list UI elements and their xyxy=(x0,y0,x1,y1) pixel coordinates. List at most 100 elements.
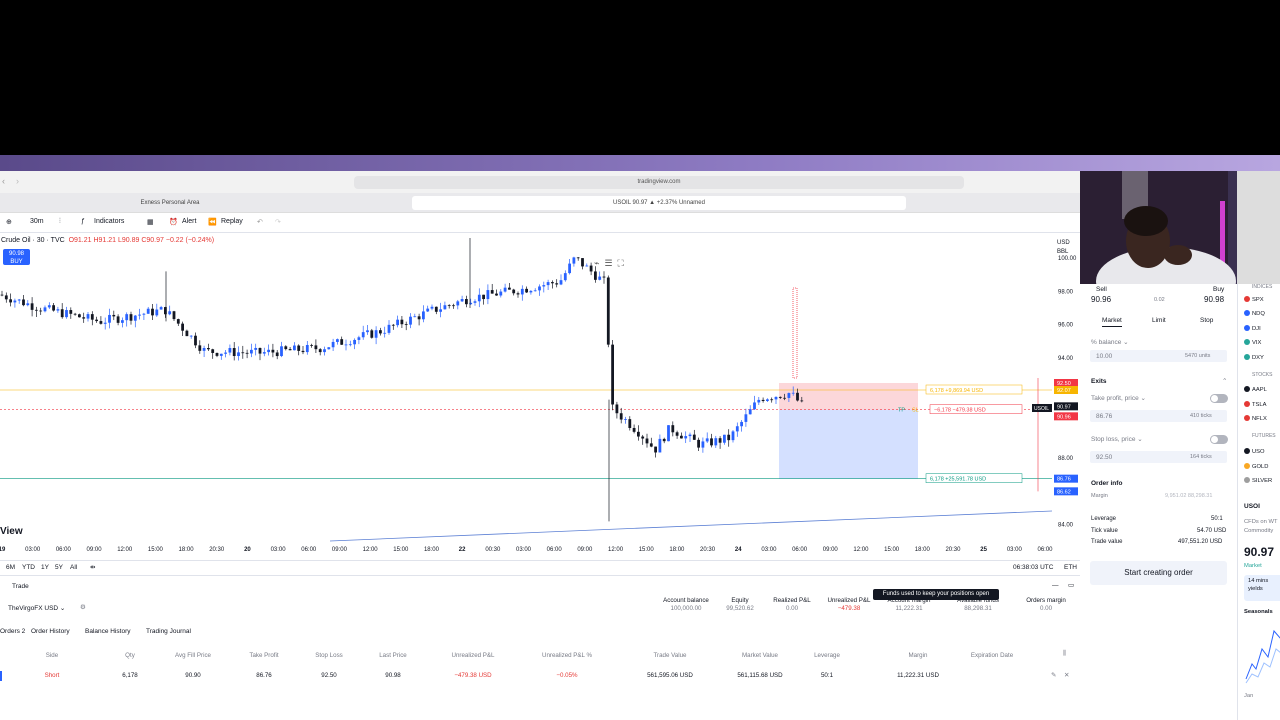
stop-loss-toggle[interactable] xyxy=(1210,435,1228,444)
watchlist-item[interactable]: GOLD xyxy=(1244,463,1268,470)
column-header[interactable]: Unrealized P&L xyxy=(451,652,495,659)
address-bar[interactable]: tradingview.com xyxy=(354,176,964,189)
watchlist-item[interactable]: NDQ xyxy=(1244,310,1265,317)
symbol-logo-icon xyxy=(1244,310,1250,316)
redo-icon[interactable]: ↷ xyxy=(275,219,281,226)
candle-body xyxy=(232,348,236,357)
tab-market[interactable]: Market xyxy=(1102,317,1122,327)
watchlist-item[interactable]: DJI xyxy=(1244,325,1261,332)
quantity-mode-text: % balance xyxy=(1091,339,1122,346)
price-chart[interactable]: 100.0098.0096.0094.0088.0086.0084.001903… xyxy=(0,233,1080,553)
watchlist-section[interactable]: INDICES xyxy=(1252,284,1273,290)
column-header[interactable]: Avg Fill Price xyxy=(175,652,211,659)
buy-badge-label: BUY xyxy=(10,259,23,265)
range-6m[interactable]: 6M xyxy=(6,564,16,571)
subtab-item[interactable]: Order History xyxy=(31,628,70,635)
buy-price-badge[interactable]: 90.98 BUY xyxy=(3,249,30,265)
tab-stop[interactable]: Stop xyxy=(1200,317,1214,324)
subtab-item[interactable]: Orders 2 xyxy=(0,628,26,635)
candle-body xyxy=(508,287,511,290)
candle-body xyxy=(82,317,86,319)
candle-body xyxy=(133,315,137,321)
column-header[interactable]: Market Value xyxy=(742,652,778,659)
columns-icon[interactable]: ⫼ xyxy=(1063,650,1066,657)
buy-price[interactable]: 90.98 xyxy=(1204,295,1225,304)
column-header[interactable]: Leverage xyxy=(814,652,840,659)
edit-position-icon[interactable]: ✎ xyxy=(1051,672,1057,679)
column-header[interactable]: Stop Loss xyxy=(315,652,343,659)
date-range-icon[interactable]: ⇹ xyxy=(90,564,96,571)
candle-body xyxy=(542,285,546,287)
column-header[interactable]: Side xyxy=(45,652,59,659)
take-profit-ticks: 410 ticks xyxy=(1190,413,1212,419)
list-icon[interactable]: ☰ xyxy=(604,258,613,268)
range-1y[interactable]: 1Y xyxy=(41,564,49,571)
candle-body xyxy=(568,263,571,274)
column-header[interactable]: Qty xyxy=(125,652,135,659)
tab-exness[interactable]: Exness Personal Area xyxy=(140,200,200,206)
start-creating-order-button[interactable]: Start creating order xyxy=(1090,561,1227,585)
column-header[interactable]: Last Price xyxy=(379,652,407,659)
x-tick-label: 03:00 xyxy=(761,547,777,553)
sell-price[interactable]: 90.96 xyxy=(1091,295,1112,304)
column-header[interactable]: Trade Value xyxy=(653,652,687,659)
session-toggle[interactable]: ETH xyxy=(1064,564,1077,571)
column-header[interactable]: Unrealized P&L % xyxy=(542,652,592,659)
column-header[interactable]: Margin xyxy=(908,652,928,659)
column-header[interactable]: Take Profit xyxy=(249,652,279,659)
summary-label: Orders margin xyxy=(1026,597,1066,604)
range-5y[interactable]: 5Y xyxy=(55,564,63,571)
range-all[interactable]: All xyxy=(70,564,78,571)
watchlist-section[interactable]: STOCKS xyxy=(1252,372,1273,378)
quantity-input[interactable] xyxy=(1090,350,1227,362)
forward-icon[interactable]: › xyxy=(16,176,19,186)
x-tick-label: 03:00 xyxy=(1007,547,1023,553)
candle-body xyxy=(219,353,223,356)
trade-tab[interactable]: Trade xyxy=(12,583,29,590)
range-ytd[interactable]: YTD xyxy=(22,564,35,571)
select-icon[interactable]: ⛶ xyxy=(617,258,624,268)
chart-type-icon[interactable]: ⫶ xyxy=(59,218,61,225)
quantity-mode[interactable]: % balance ⌄ xyxy=(1091,339,1129,346)
tab-limit[interactable]: Limit xyxy=(1152,317,1166,324)
watchlist-item[interactable]: SPX xyxy=(1244,296,1264,303)
symbol-line: Crude Oil · 30 · TVC xyxy=(1,237,65,244)
close-position-icon[interactable]: ✕ xyxy=(1064,672,1070,679)
watchlist-item[interactable]: SILVER xyxy=(1244,477,1272,484)
replay-button[interactable]: Replay xyxy=(221,218,243,225)
watchlist-section[interactable]: FUTURES xyxy=(1252,433,1276,439)
interval-button[interactable]: 30m xyxy=(30,218,44,225)
back-icon[interactable]: ‹ xyxy=(2,176,5,186)
collapse-exits-icon[interactable]: ⌃ xyxy=(1222,378,1228,385)
subtab-item[interactable]: Balance History xyxy=(85,628,131,635)
detail-symbol[interactable]: USOI xyxy=(1244,503,1260,510)
column-header[interactable]: Expiration Date xyxy=(970,652,1014,659)
subtab-item[interactable]: Trading Journal xyxy=(146,628,191,635)
watchlist-item[interactable]: DXY xyxy=(1244,354,1264,361)
utc-clock[interactable]: 06:38:03 UTC xyxy=(1013,564,1054,571)
watchlist-item[interactable]: TSLA xyxy=(1244,401,1267,408)
stop-loss-input[interactable] xyxy=(1090,451,1227,463)
watchlist-item[interactable]: NFLX xyxy=(1244,415,1267,422)
minimize-icon[interactable]: — xyxy=(1052,582,1059,589)
account-selector[interactable]: TheVirgoFX USD ⌄ xyxy=(8,605,66,612)
news-card[interactable] xyxy=(1244,575,1280,601)
watchlist-item[interactable]: USO xyxy=(1244,448,1265,455)
add-symbol-icon[interactable]: ⊕ xyxy=(6,219,12,226)
watchlist-item[interactable]: VIX xyxy=(1244,339,1261,346)
tab-tradingview[interactable]: USOIL 90.97 ▲ +2.37% Unnamed xyxy=(412,196,906,210)
trend-icon[interactable]: ⌁ xyxy=(594,258,600,268)
x-tick-label: 15:00 xyxy=(639,547,655,553)
indicators-button[interactable]: Indicators xyxy=(94,218,125,225)
candle-body xyxy=(654,446,657,453)
candle-body xyxy=(602,276,606,278)
watchlist-item[interactable]: AAPL xyxy=(1244,386,1267,393)
undo-icon[interactable]: ↶ xyxy=(257,219,263,226)
take-profit-input[interactable] xyxy=(1090,410,1227,422)
take-profit-toggle[interactable] xyxy=(1210,394,1228,403)
settings-icon[interactable]: ⚙ xyxy=(80,604,86,611)
chart-pane[interactable]: 100.0098.0096.0094.0088.0086.0084.001903… xyxy=(0,233,1080,553)
maximize-icon[interactable]: ▭ xyxy=(1068,582,1075,589)
alert-button[interactable]: Alert xyxy=(182,218,197,225)
layout-icon[interactable]: ▦ xyxy=(147,219,154,226)
